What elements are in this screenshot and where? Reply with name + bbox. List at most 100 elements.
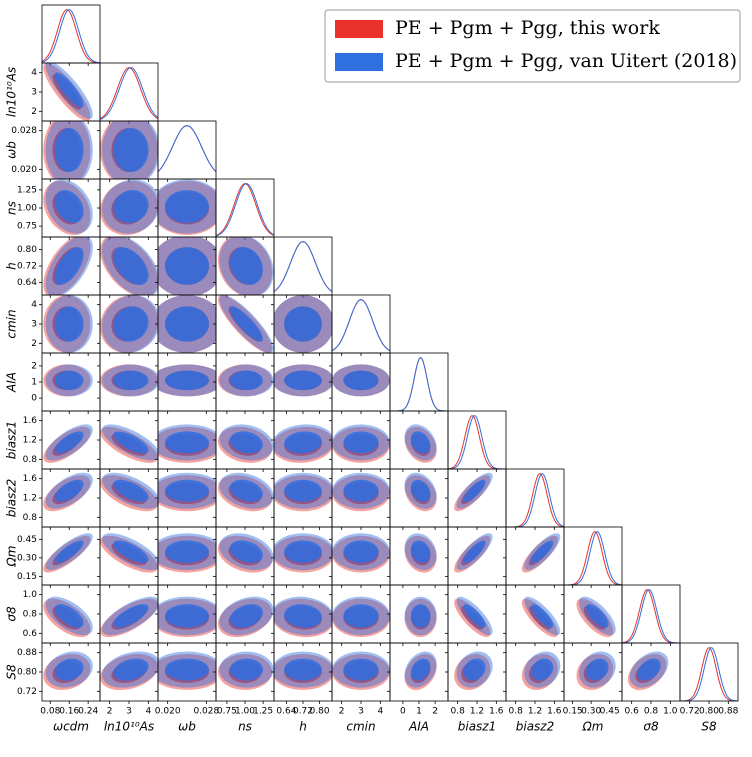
contours [217,295,274,353]
y-tick-label: 0.80 [17,245,37,255]
marginal [447,415,506,470]
panel [97,410,159,472]
y-tick-label: 1.25 [17,185,37,195]
legend-box [324,9,741,83]
y-axis-label: biasz2 [5,479,19,518]
contours [217,651,274,691]
contours [158,364,216,397]
contour [531,540,554,563]
panel [97,584,159,646]
contours [332,472,390,512]
contour [410,658,431,681]
y-tick-label: 0.72 [17,262,37,272]
panel: 0.75 1.00 1.25 [17,178,101,240]
panel: 0.6 0.8 1.0 [619,642,681,717]
y-tick-label: 0.30 [17,553,37,563]
x-tick-label: 2 [432,707,438,717]
panel [155,584,217,646]
contours [100,424,158,463]
panel: 0.8 1.2 1.6 [23,410,101,472]
contour [54,190,84,224]
panel [271,352,333,414]
x-tick-label: 2 [339,707,345,717]
panel [97,178,159,240]
contours [100,121,158,179]
y-tick-label: 0 [31,394,37,404]
marginal [215,183,275,236]
y-tick-label: 0.028 [11,126,37,136]
contour [54,604,84,628]
contours [217,533,274,573]
contours [404,533,437,573]
legend-swatch [335,53,383,71]
y-tick-label: 1 [31,378,37,388]
contours [332,424,390,463]
marginal [331,299,391,352]
marginal [157,125,217,173]
panel [99,62,159,124]
y-tick-label: 1.0 [23,590,38,600]
panel [215,178,275,240]
contour [343,431,379,454]
x-tick-label: 1.6 [489,707,504,717]
panel [445,584,507,646]
contour [343,370,379,391]
panel-frame [157,120,217,180]
panel [505,468,565,530]
marginal [679,647,739,702]
y-axis-label: ln10¹⁰As [5,67,19,117]
contour [284,540,322,563]
y-tick-label: 0.64 [17,278,37,288]
contours [43,237,93,295]
x-tick-label: 0.24 [78,707,98,717]
contour [229,604,263,628]
panel: 0.080.160.24 0.72 0.80 0.88 [17,642,101,717]
contour [113,306,149,342]
panel [213,526,275,588]
x-axis-label: S8 [701,720,717,734]
contours [43,364,93,397]
y-axis-label: ns [5,201,19,215]
contours [274,424,332,463]
y-axis-label: ωb [5,141,19,159]
panel-frame [389,352,449,412]
contour [113,658,149,681]
panel-frame [505,468,565,528]
x-tick-label: 3 [358,707,364,717]
contour [164,540,210,563]
contour [343,604,379,628]
panel: 0.8 1.2 1.6 [445,642,507,717]
marginal [390,357,448,412]
x-axis-label: biasz1 [458,720,497,734]
y-tick-label: 2 [31,361,37,371]
panel-frame [273,236,333,296]
contours [43,472,93,512]
contour [343,540,379,563]
contours [217,472,274,512]
contours [43,424,93,463]
y-tick-label: 4 [31,68,37,78]
marginal [447,415,507,470]
contour [54,658,84,681]
panel [155,352,217,414]
panel: 0.15 0.30 0.45 [17,526,101,588]
x-tick-label: 0.08 [40,707,60,717]
panel [155,410,217,472]
x-tick-label: 0.72 [293,707,313,717]
contours [43,295,93,353]
panel [621,584,681,646]
panel [97,468,159,530]
contour [54,370,84,391]
contour [463,604,486,628]
marginal [564,531,623,586]
panel: 0.8 1.2 1.6 [23,468,101,530]
x-tick-label: 0.64 [276,707,296,717]
panel [561,584,623,646]
panel-frame [331,294,391,354]
panel [503,584,565,646]
marginal [157,125,217,173]
marginal [506,473,565,528]
panel [271,584,333,646]
y-tick-label: 0.45 [17,535,37,545]
